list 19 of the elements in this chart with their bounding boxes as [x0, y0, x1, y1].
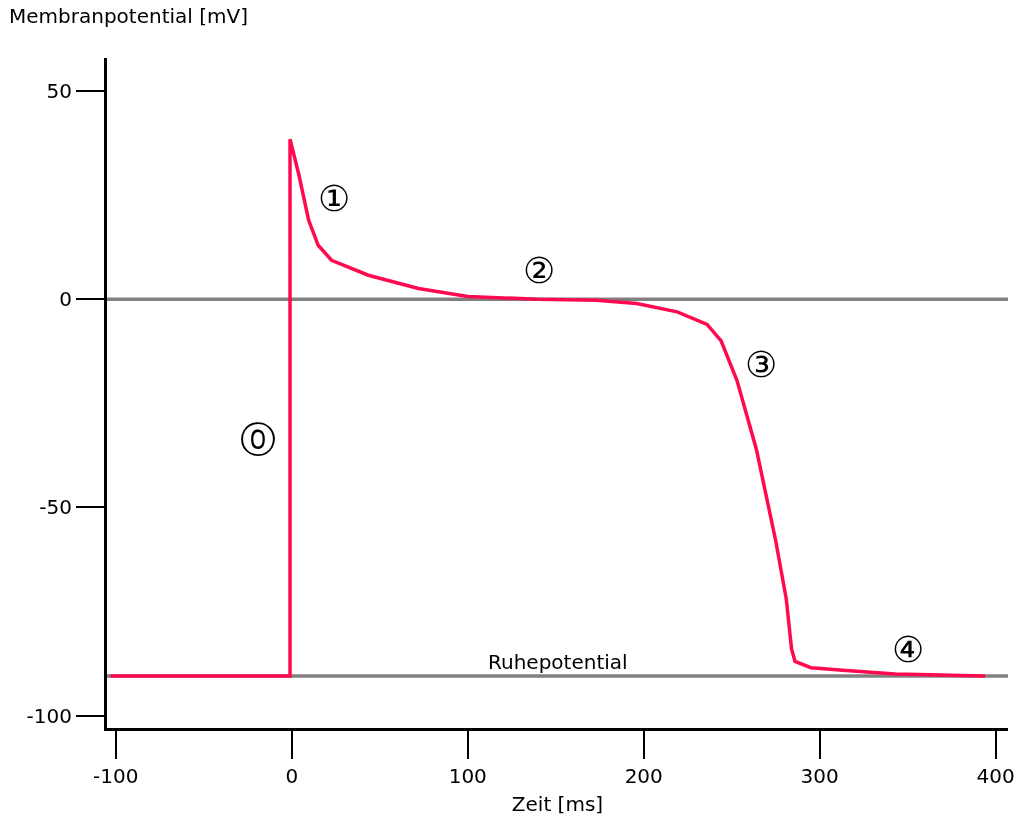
- x-tick-label: 200: [624, 764, 663, 788]
- line-series: [108, 137, 987, 678]
- x-tick-label: 400: [976, 764, 1015, 788]
- y-tick-label: 0: [59, 287, 72, 312]
- y-tick-label: 50: [46, 79, 72, 104]
- y-axis-title: Membranpotential [mV]: [9, 4, 248, 28]
- y-tick-label: -50: [39, 495, 72, 520]
- annotation: ⓪: [240, 419, 276, 460]
- x-tick-label: -100: [93, 764, 139, 788]
- y-tick-label: -100: [26, 703, 72, 728]
- x-tick-label: 300: [800, 764, 839, 788]
- annotation: ②: [523, 250, 556, 291]
- ref-line-label: Ruhepotential: [488, 650, 628, 674]
- annotation: ③: [745, 344, 778, 385]
- x-tick-label: 100: [448, 764, 487, 788]
- x-tick-label: 0: [285, 764, 299, 788]
- annotation: ④: [892, 629, 925, 670]
- annotation: ①: [318, 178, 351, 219]
- x-axis-title: Zeit [ms]: [511, 791, 604, 816]
